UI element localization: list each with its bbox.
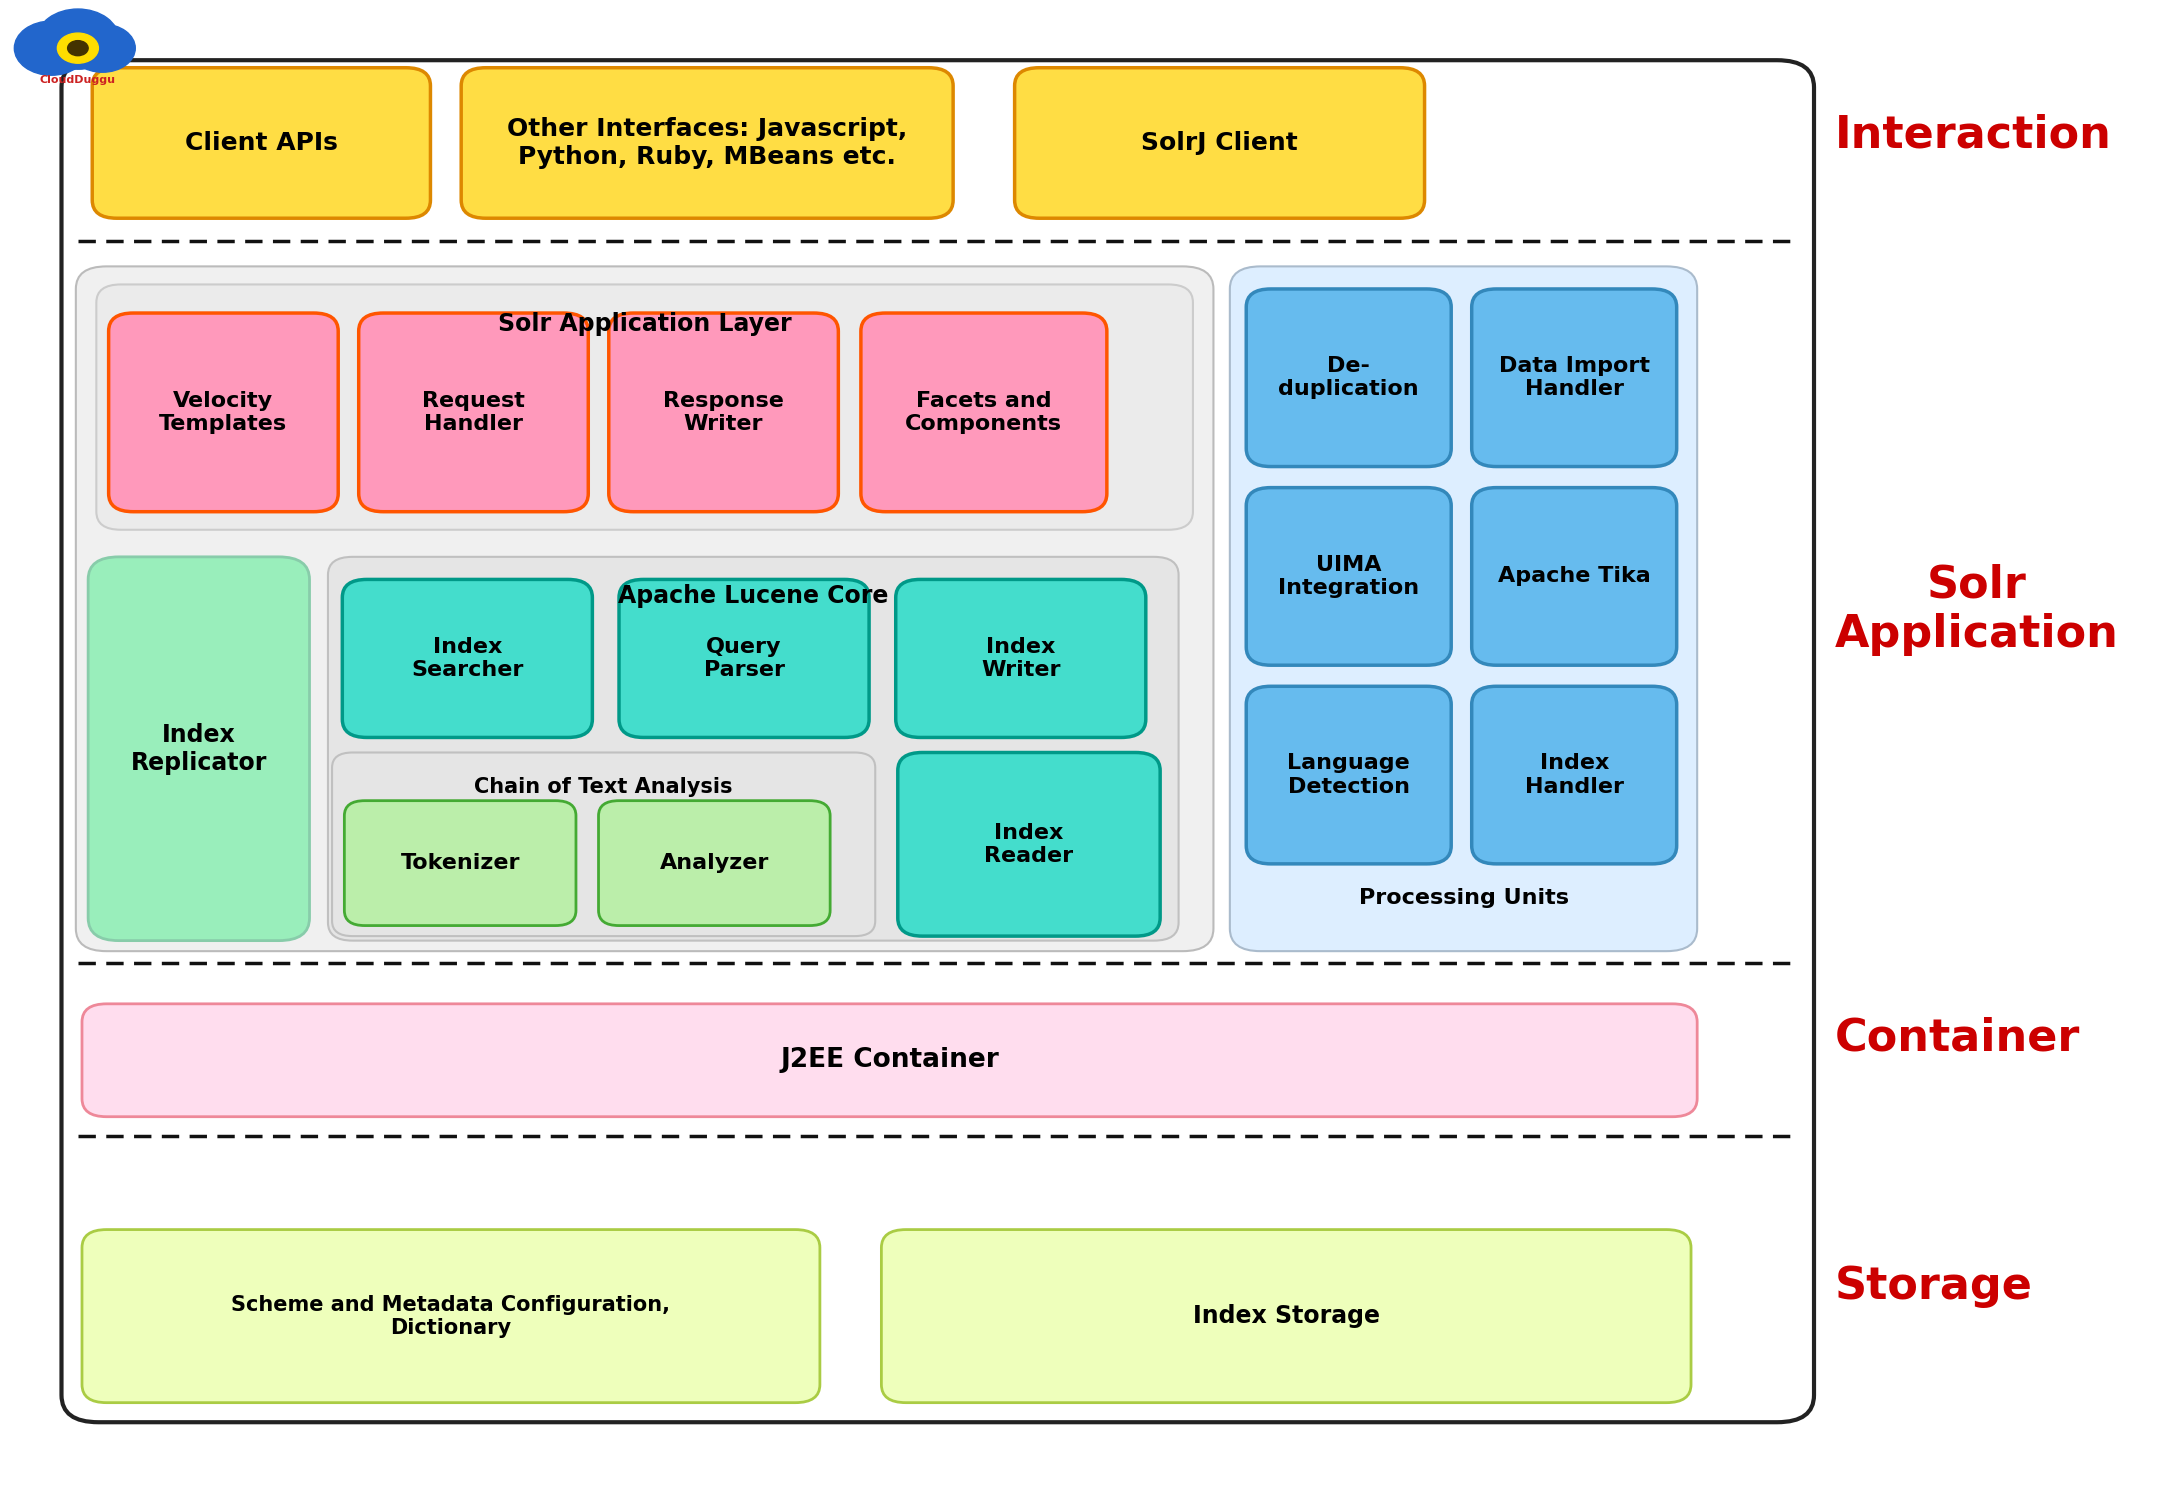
FancyBboxPatch shape [332, 752, 876, 936]
Text: Chain of Text Analysis: Chain of Text Analysis [475, 777, 734, 796]
FancyBboxPatch shape [898, 752, 1161, 936]
Text: Index
Reader: Index Reader [984, 823, 1073, 865]
FancyBboxPatch shape [1245, 686, 1450, 864]
FancyBboxPatch shape [1230, 266, 1696, 951]
Text: Storage: Storage [1834, 1266, 2033, 1308]
FancyBboxPatch shape [1014, 68, 1424, 218]
FancyBboxPatch shape [82, 1004, 1696, 1117]
Text: Scheme and Metadata Configuration,
Dictionary: Scheme and Metadata Configuration, Dicti… [231, 1294, 671, 1338]
Text: CloudDuggu: CloudDuggu [39, 75, 117, 86]
FancyBboxPatch shape [619, 579, 870, 737]
Text: Solr Application Layer: Solr Application Layer [498, 312, 792, 336]
FancyBboxPatch shape [97, 284, 1193, 530]
Text: UIMA
Integration: UIMA Integration [1278, 555, 1420, 597]
FancyBboxPatch shape [358, 313, 589, 512]
FancyBboxPatch shape [462, 68, 954, 218]
FancyBboxPatch shape [88, 557, 309, 941]
Text: Index
Handler: Index Handler [1526, 754, 1623, 796]
FancyBboxPatch shape [76, 266, 1213, 951]
Text: De-
duplication: De- duplication [1278, 357, 1420, 399]
FancyBboxPatch shape [1472, 686, 1677, 864]
FancyBboxPatch shape [82, 1230, 820, 1403]
Text: Facets and
Components: Facets and Components [906, 391, 1062, 433]
Text: Tokenizer: Tokenizer [401, 853, 520, 873]
FancyBboxPatch shape [108, 313, 339, 512]
Text: Response
Writer: Response Writer [663, 391, 783, 433]
Text: Other Interfaces: Javascript,
Python, Ruby, MBeans etc.: Other Interfaces: Javascript, Python, Ru… [507, 117, 906, 169]
Circle shape [67, 41, 88, 56]
FancyBboxPatch shape [880, 1230, 1692, 1403]
FancyBboxPatch shape [598, 801, 831, 926]
Circle shape [37, 9, 119, 69]
Circle shape [69, 24, 136, 72]
FancyBboxPatch shape [328, 557, 1178, 941]
Text: Analyzer: Analyzer [660, 853, 768, 873]
Text: Client APIs: Client APIs [186, 131, 339, 155]
Text: Index Storage: Index Storage [1193, 1305, 1379, 1327]
Text: Query
Parser: Query Parser [704, 637, 786, 680]
Text: Container: Container [1834, 1017, 2080, 1060]
Circle shape [15, 21, 88, 75]
Text: Index
Searcher: Index Searcher [412, 637, 524, 680]
FancyBboxPatch shape [609, 313, 837, 512]
Text: Velocity
Templates: Velocity Templates [160, 391, 287, 433]
FancyBboxPatch shape [1245, 488, 1450, 665]
Text: Processing Units: Processing Units [1360, 888, 1569, 909]
FancyBboxPatch shape [345, 801, 576, 926]
Text: Index
Writer: Index Writer [982, 637, 1060, 680]
FancyBboxPatch shape [343, 579, 593, 737]
Text: Interaction: Interaction [1834, 114, 2111, 157]
Text: Request
Handler: Request Handler [423, 391, 524, 433]
FancyBboxPatch shape [896, 579, 1146, 737]
FancyBboxPatch shape [60, 60, 1815, 1422]
Text: Data Import
Handler: Data Import Handler [1498, 357, 1649, 399]
Text: Index
Replicator: Index Replicator [132, 722, 268, 775]
Text: Solr
Application: Solr Application [1834, 563, 2119, 656]
FancyBboxPatch shape [1472, 289, 1677, 467]
FancyBboxPatch shape [861, 313, 1107, 512]
Text: SolrJ Client: SolrJ Client [1142, 131, 1297, 155]
Text: Apache Tika: Apache Tika [1498, 566, 1651, 587]
FancyBboxPatch shape [1245, 289, 1450, 467]
FancyBboxPatch shape [1472, 488, 1677, 665]
FancyBboxPatch shape [93, 68, 429, 218]
Text: Apache Lucene Core: Apache Lucene Core [617, 584, 889, 608]
Circle shape [58, 33, 99, 63]
Text: Language
Detection: Language Detection [1288, 754, 1409, 796]
Text: J2EE Container: J2EE Container [781, 1047, 999, 1073]
